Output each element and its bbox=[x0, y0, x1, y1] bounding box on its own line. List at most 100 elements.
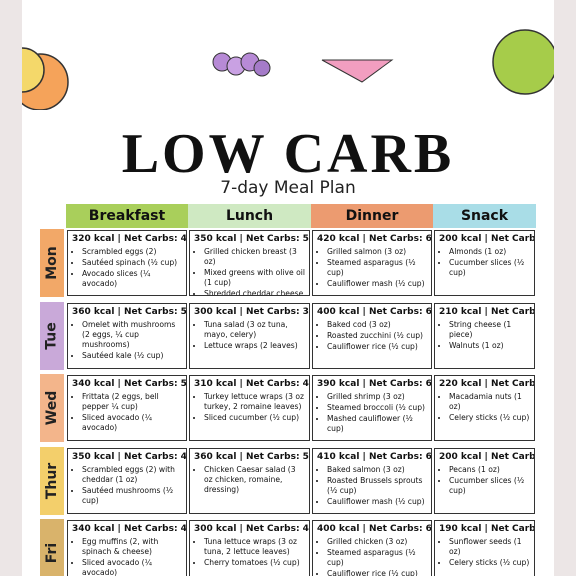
meal-item: Sautéed spinach (½ cup) bbox=[82, 258, 182, 268]
item-list: Baked salmon (3 oz)Roasted Brussels spro… bbox=[317, 465, 427, 507]
meal-item: Almonds (1 oz) bbox=[449, 247, 530, 257]
kcal-label: 340 kcal | Net Carbs: 5g bbox=[72, 379, 187, 389]
meal-item: Tuna salad (3 oz tuna, mayo, celery) bbox=[204, 320, 305, 340]
meal-cell: 390 kcal | Net Carbs: 6g Grilled shrimp (… bbox=[312, 375, 432, 441]
kcal-label: 220 kcal | Net Carbs: 3g bbox=[439, 379, 535, 389]
day-tab: Fri bbox=[40, 519, 64, 576]
meal-item: Celery sticks (½ cup) bbox=[449, 558, 530, 568]
kcal-label: 320 kcal | Net Carbs: 4g bbox=[72, 234, 187, 244]
kcal-label: 210 kcal | Net Carbs: 3g bbox=[439, 307, 535, 317]
meal-cell: 360 kcal | Net Carbs: 5g Chicken Caesar s… bbox=[189, 448, 310, 514]
column-header: Lunch bbox=[188, 204, 311, 228]
item-list: Grilled chicken breast (3 oz)Mixed green… bbox=[194, 247, 305, 295]
meal-item: Baked salmon (3 oz) bbox=[327, 465, 427, 475]
page: LOW CARB 7-day Meal Plan Breakfast Lunch D… bbox=[22, 0, 554, 576]
kcal-label: 310 kcal | Net Carbs: 4g bbox=[194, 379, 310, 389]
meal-item: Chicken Caesar salad (3 oz chicken, roma… bbox=[204, 465, 305, 495]
meal-item: Walnuts (1 oz) bbox=[449, 341, 530, 351]
meal-item: Steamed asparagus (½ cup) bbox=[327, 548, 427, 568]
meal-item: Cauliflower mash (½ cup) bbox=[327, 497, 427, 507]
item-list: Almonds (1 oz)Cucumber slices (½ cup) bbox=[439, 247, 530, 278]
meal-cell: 300 kcal | Net Carbs: 3g Tuna salad (3 oz… bbox=[189, 303, 310, 369]
meal-item: Mashed cauliflower (½ cup) bbox=[327, 414, 427, 434]
kcal-label: 200 kcal | Net Carbs: 4g bbox=[439, 234, 535, 244]
day-label: Fri bbox=[44, 542, 60, 564]
meal-item: Cherry tomatoes (½ cup) bbox=[204, 558, 305, 568]
meal-item: Steamed asparagus (½ cup) bbox=[327, 258, 427, 278]
meal-item: Pecans (1 oz) bbox=[449, 465, 530, 475]
meal-cell: 360 kcal | Net Carbs: 5g Omelet with mush… bbox=[67, 303, 187, 369]
kcal-label: 410 kcal | Net Carbs: 6g bbox=[317, 452, 432, 462]
meal-item: Sunflower seeds (1 oz) bbox=[449, 537, 530, 557]
kcal-label: 350 kcal | Net Carbs: 5g bbox=[194, 234, 310, 244]
meal-item: Omelet with mushrooms (2 eggs, ¼ cup mus… bbox=[82, 320, 182, 350]
item-list: String cheese (1 piece)Walnuts (1 oz) bbox=[439, 320, 530, 351]
item-list: Pecans (1 oz)Cucumber slices (½ cup) bbox=[439, 465, 530, 496]
meal-item: Turkey lettuce wraps (3 oz turkey, 2 rom… bbox=[204, 392, 305, 412]
kcal-label: 360 kcal | Net Carbs: 5g bbox=[194, 452, 310, 462]
meal-item: Cucumber slices (½ cup) bbox=[449, 258, 530, 278]
item-list: Frittata (2 eggs, bell pepper ¼ cup)Slic… bbox=[72, 392, 182, 433]
item-list: Turkey lettuce wraps (3 oz turkey, 2 rom… bbox=[194, 392, 305, 423]
kcal-label: 300 kcal | Net Carbs: 4g bbox=[194, 524, 310, 534]
meal-item: String cheese (1 piece) bbox=[449, 320, 530, 340]
item-list: Grilled shrimp (3 oz)Steamed broccoli (½… bbox=[317, 392, 427, 434]
meal-cell: 210 kcal | Net Carbs: 3g String cheese (1… bbox=[434, 303, 535, 369]
meal-cell: 310 kcal | Net Carbs: 4g Turkey lettuce w… bbox=[189, 375, 310, 441]
kcal-label: 350 kcal | Net Carbs: 4g bbox=[72, 452, 187, 462]
meal-item: Grilled chicken (3 oz) bbox=[327, 537, 427, 547]
kcal-label: 390 kcal | Net Carbs: 6g bbox=[317, 379, 432, 389]
item-list: Macadamia nuts (1 oz)Celery sticks (½ cu… bbox=[439, 392, 530, 423]
meal-item: Avocado slices (¼ avocado) bbox=[82, 269, 182, 289]
meal-item: Grilled salmon (3 oz) bbox=[327, 247, 427, 257]
meal-cell: 190 kcal | Net Carbs: 3g Sunflower seeds … bbox=[434, 520, 535, 576]
meal-item: Celery sticks (½ cup) bbox=[449, 413, 530, 423]
meal-item: Steamed broccoli (½ cup) bbox=[327, 403, 427, 413]
meal-item: Frittata (2 eggs, bell pepper ¼ cup) bbox=[82, 392, 182, 412]
item-list: Sunflower seeds (1 oz)Celery sticks (½ c… bbox=[439, 537, 530, 568]
meal-item: Scrambled eggs (2) with cheddar (1 oz) bbox=[82, 465, 182, 485]
meal-item: Egg muffins (2, with spinach & cheese) bbox=[82, 537, 182, 557]
meal-item: Sautéed mushrooms (½ cup) bbox=[82, 486, 182, 506]
kcal-label: 420 kcal | Net Carbs: 6g bbox=[317, 234, 432, 244]
meal-cell: 320 kcal | Net Carbs: 4g Scrambled eggs (… bbox=[67, 230, 187, 296]
meal-item: Lettuce wraps (2 leaves) bbox=[204, 341, 305, 351]
day-tab: Mon bbox=[40, 229, 64, 297]
item-list: Grilled chicken (3 oz)Steamed asparagus … bbox=[317, 537, 427, 576]
kcal-label: 190 kcal | Net Carbs: 3g bbox=[439, 524, 535, 534]
meal-item: Sliced avocado (¼ avocado) bbox=[82, 558, 182, 576]
item-list: Tuna lettuce wraps (3 oz tuna, 2 lettuce… bbox=[194, 537, 305, 568]
kcal-label: 200 kcal | Net Carbs: 3g bbox=[439, 452, 535, 462]
meal-item: Sliced avocado (¼ avocado) bbox=[82, 413, 182, 433]
day-label: Tue bbox=[44, 322, 61, 350]
day-label: Thur bbox=[44, 462, 61, 500]
meal-item: Cauliflower mash (½ cup) bbox=[327, 279, 427, 289]
meal-item: Sliced cucumber (½ cup) bbox=[204, 413, 305, 423]
item-list: Scrambled eggs (2) with cheddar (1 oz)Sa… bbox=[72, 465, 182, 506]
kcal-label: 300 kcal | Net Carbs: 3g bbox=[194, 307, 310, 317]
meal-cell: 350 kcal | Net Carbs: 5g Grilled chicken … bbox=[189, 230, 310, 296]
item-list: Grilled salmon (3 oz)Steamed asparagus (… bbox=[317, 247, 427, 289]
meal-item: Grilled chicken breast (3 oz) bbox=[204, 247, 305, 267]
item-list: Omelet with mushrooms (2 eggs, ¼ cup mus… bbox=[72, 320, 182, 361]
meal-cell: 200 kcal | Net Carbs: 3g Pecans (1 oz)Cuc… bbox=[434, 448, 535, 514]
meal-item: Roasted Brussels sprouts (½ cup) bbox=[327, 476, 427, 496]
day-tab: Tue bbox=[40, 302, 64, 370]
column-header: Breakfast bbox=[66, 204, 188, 228]
meal-item: Grilled shrimp (3 oz) bbox=[327, 392, 427, 402]
meal-cell: 400 kcal | Net Carbs: 6g Grilled chicken … bbox=[312, 520, 432, 576]
item-list: Scrambled eggs (2)Sautéed spinach (½ cup… bbox=[72, 247, 182, 289]
fruit-decoration bbox=[22, 29, 554, 110]
meal-item: Macadamia nuts (1 oz) bbox=[449, 392, 530, 412]
meal-item: Roasted zucchini (½ cup) bbox=[327, 331, 427, 341]
meal-cell: 400 kcal | Net Carbs: 6g Baked cod (3 oz)… bbox=[312, 303, 432, 369]
meal-item: Tuna lettuce wraps (3 oz tuna, 2 lettuce… bbox=[204, 537, 305, 557]
kcal-label: 360 kcal | Net Carbs: 5g bbox=[72, 307, 187, 317]
kcal-label: 400 kcal | Net Carbs: 6g bbox=[317, 524, 432, 534]
meal-cell: 300 kcal | Net Carbs: 4g Tuna lettuce wra… bbox=[189, 520, 310, 576]
column-header: Dinner bbox=[311, 204, 433, 228]
item-list: Tuna salad (3 oz tuna, mayo, celery)Lett… bbox=[194, 320, 305, 351]
kcal-label: 400 kcal | Net Carbs: 6g bbox=[317, 307, 432, 317]
meal-cell: 350 kcal | Net Carbs: 4g Scrambled eggs (… bbox=[67, 448, 187, 514]
